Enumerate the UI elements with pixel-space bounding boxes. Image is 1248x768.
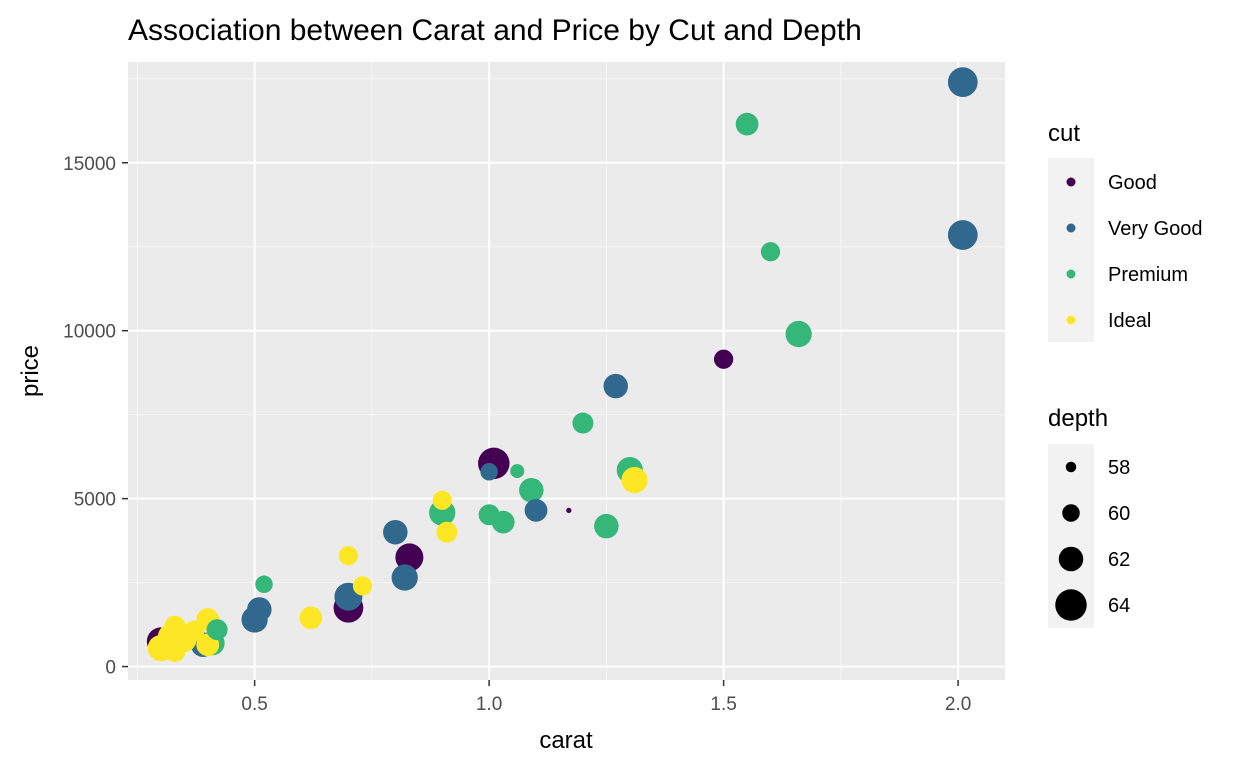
data-point xyxy=(760,242,781,262)
data-points xyxy=(146,67,978,662)
y-tick-label: 0 xyxy=(105,658,116,679)
data-point xyxy=(206,619,228,641)
depth-legend-title: depth xyxy=(1048,405,1108,432)
data-point xyxy=(164,615,186,637)
cut-legend-key xyxy=(1066,315,1076,325)
data-point xyxy=(432,490,452,510)
data-point xyxy=(735,112,759,136)
cut-legend-key xyxy=(1066,223,1076,233)
data-point xyxy=(510,464,525,479)
data-point xyxy=(594,513,619,539)
data-point xyxy=(603,373,628,399)
data-point xyxy=(621,467,648,494)
depth-legend-label: 60 xyxy=(1108,503,1130,525)
cut-legend-key-background xyxy=(1048,158,1094,342)
depth-legend-key xyxy=(1065,461,1077,473)
x-tick-label: 2.0 xyxy=(945,694,971,715)
data-point xyxy=(785,320,812,348)
data-point xyxy=(352,576,373,596)
y-axis: 0 5000 10000 15000 xyxy=(63,154,128,679)
cut-legend-key xyxy=(1066,269,1076,279)
major-gridlines xyxy=(128,62,1005,680)
depth-legend-key xyxy=(1055,589,1087,621)
chart-title: Association between Carat and Price by C… xyxy=(128,14,862,47)
cut-legend-label: Very Good xyxy=(1108,218,1203,240)
data-point xyxy=(164,640,186,662)
depth-legend: depth 58 60 62 64 xyxy=(1048,405,1130,628)
data-point xyxy=(247,597,272,622)
x-tick-label: 0.5 xyxy=(241,694,267,715)
depth-legend-label: 64 xyxy=(1108,595,1130,617)
data-point xyxy=(572,412,594,434)
cut-legend-key xyxy=(1066,177,1076,187)
cut-legend-label: Premium xyxy=(1108,264,1188,286)
cut-legend-title: cut xyxy=(1048,120,1080,147)
data-point xyxy=(255,575,273,594)
data-point xyxy=(566,507,572,514)
y-tick-label: 5000 xyxy=(74,490,116,511)
data-point xyxy=(524,499,548,522)
data-point xyxy=(183,620,205,642)
data-point xyxy=(383,519,408,545)
data-point xyxy=(480,463,498,481)
data-point xyxy=(519,477,544,503)
data-point xyxy=(947,67,978,98)
cut-legend: cut Good Very Good Premium Ideal xyxy=(1048,120,1203,342)
minor-gridlines xyxy=(128,62,1005,680)
y-tick-label: 10000 xyxy=(63,322,116,343)
cut-legend-label: Good xyxy=(1108,172,1157,194)
depth-legend-key xyxy=(1058,546,1084,572)
y-tick-label: 15000 xyxy=(63,154,116,175)
data-point xyxy=(395,543,424,572)
data-point xyxy=(436,521,458,543)
x-tick-label: 1.5 xyxy=(710,694,736,715)
data-point xyxy=(478,504,500,526)
y-axis-title: price xyxy=(17,345,44,397)
data-point xyxy=(299,606,323,630)
x-tick-label: 1.0 xyxy=(476,694,502,715)
data-point xyxy=(391,564,418,591)
cut-legend-label: Ideal xyxy=(1108,310,1151,332)
data-point xyxy=(338,546,359,566)
plot-panel xyxy=(128,62,1005,680)
x-axis-title: carat xyxy=(539,727,593,754)
depth-legend-label: 62 xyxy=(1108,549,1130,571)
x-axis: 0.5 1.0 1.5 2.0 xyxy=(241,680,971,715)
data-point xyxy=(713,349,734,369)
depth-legend-label: 58 xyxy=(1108,457,1130,479)
depth-legend-key xyxy=(1062,504,1080,522)
data-point xyxy=(947,220,978,250)
